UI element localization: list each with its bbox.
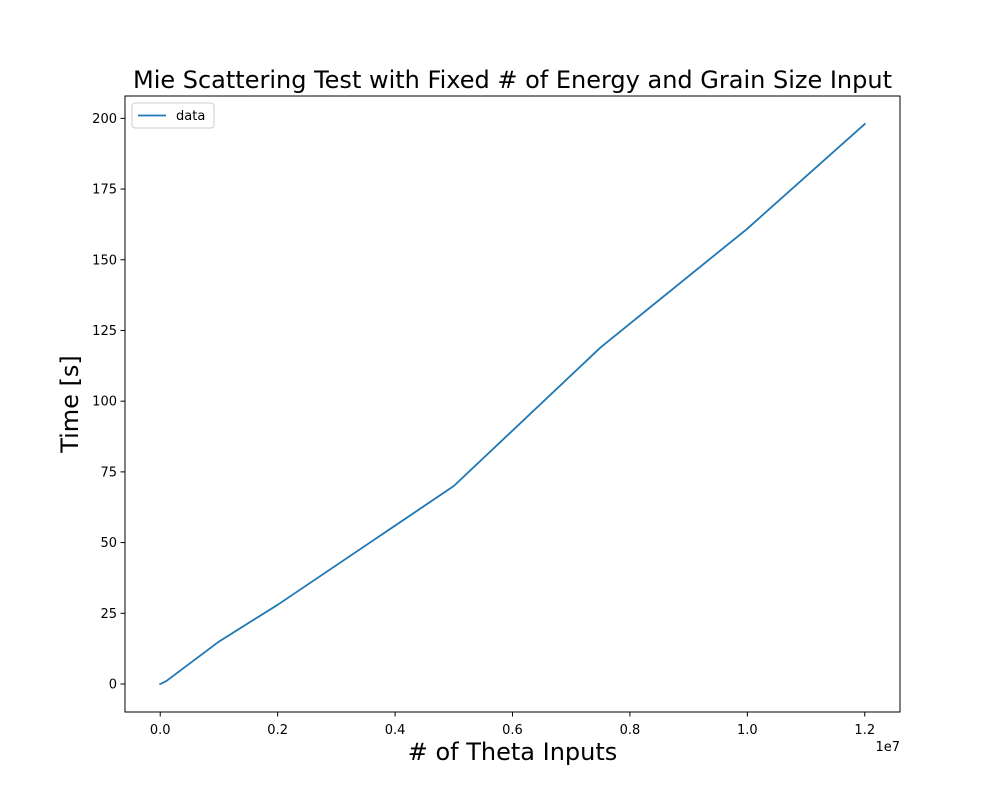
- y-axis-label: Time [s]: [56, 355, 84, 454]
- y-tick-label: 25: [100, 607, 117, 622]
- x-tick-label: 0.0: [150, 723, 171, 738]
- y-tick-label: 0: [109, 678, 117, 693]
- series-line-data: [159, 122, 867, 686]
- x-tick-label: 1.2: [854, 723, 875, 738]
- x-axis: 0.0 0.2 0.4 0.6 0.8 1.0 1.2: [150, 712, 875, 738]
- x-tick-label: 0.2: [267, 723, 288, 738]
- x-axis-offset-label: 1e7: [875, 740, 900, 755]
- legend-box: [131, 102, 215, 129]
- x-tick-label: 0.4: [385, 723, 406, 738]
- y-tick-label: 75: [100, 465, 117, 480]
- plot-area: [124, 95, 901, 713]
- chart-title: Mie Scattering Test with Fixed # of Ener…: [133, 66, 892, 94]
- axes-frame: [124, 95, 901, 713]
- y-tick-label: 50: [100, 536, 117, 551]
- x-tick-label: 0.8: [620, 723, 641, 738]
- y-tick-label: 150: [92, 253, 117, 268]
- x-tick-label: 0.6: [502, 723, 523, 738]
- y-tick-label: 100: [92, 395, 117, 410]
- series-layer: [159, 122, 867, 686]
- y-tick-label: 200: [92, 112, 117, 127]
- x-tick-label: 1.0: [737, 723, 758, 738]
- legend: data: [131, 102, 215, 129]
- y-axis: 0 25 50 75 100 125 150 175 200: [92, 112, 125, 693]
- y-tick-label: 125: [92, 324, 117, 339]
- y-tick-label: 175: [92, 183, 117, 198]
- x-axis-label: # of Theta Inputs: [408, 738, 618, 766]
- legend-label-data: data: [176, 109, 205, 124]
